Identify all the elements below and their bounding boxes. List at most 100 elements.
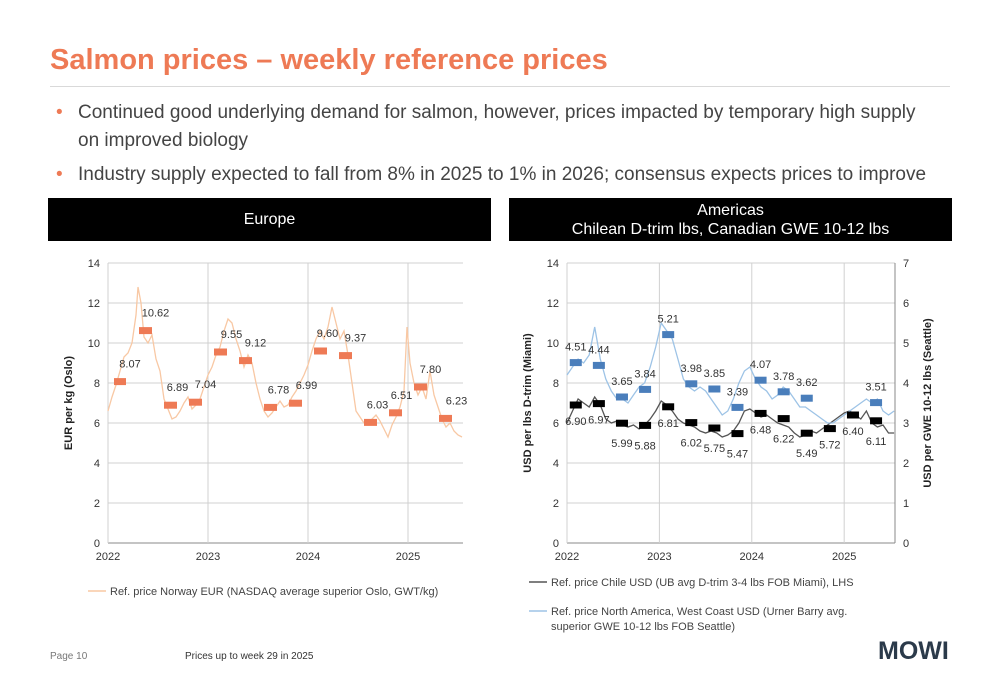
average-bar-north-america-label: 4.51 <box>565 342 586 354</box>
legend-label: superior GWE 10-12 lbs FOB Seattle) <box>551 621 735 633</box>
average-bar-north-america <box>708 385 721 393</box>
average-bar-north-america <box>870 399 883 407</box>
average-bar-north-america-label: 5.21 <box>657 314 678 326</box>
europe-panel-header: Europe <box>48 198 491 241</box>
y2-tick-label: 4 <box>903 378 909 390</box>
average-bar-north-america-label: 3.62 <box>796 377 817 389</box>
y2-tick-label: 1 <box>903 498 909 510</box>
average-bar-chile <box>754 409 767 417</box>
legend-label: Ref. price Chile USD (UB avg D-trim 3-4 … <box>551 577 854 589</box>
average-bar-north-america-label: 3.39 <box>727 386 748 398</box>
bullet-marker: • <box>56 102 63 123</box>
bullet-2: • Industry supply expected to fall from … <box>56 161 936 189</box>
average-bar-norway-label: 7.04 <box>195 379 216 391</box>
y-tick-label: 8 <box>94 378 100 390</box>
average-bar-norway-label: 9.12 <box>245 338 266 350</box>
x-tick-label: 2025 <box>396 551 420 563</box>
y2-tick-label: 2 <box>903 458 909 470</box>
average-bar-chile <box>662 403 675 411</box>
average-bar-norway-label: 6.78 <box>268 384 289 396</box>
average-bar-chile <box>731 430 744 438</box>
y2-tick-label: 7 <box>903 258 909 270</box>
y-tick-label: 4 <box>94 458 100 470</box>
average-bar-chile <box>685 419 698 427</box>
y-tick-label: 0 <box>94 538 100 550</box>
footer-note: Prices up to week 29 in 2025 <box>185 651 314 662</box>
average-bar-chile-label: 6.11 <box>866 436 887 448</box>
average-bar-north-america-label: 3.85 <box>704 368 725 380</box>
average-bar-chile-label: 6.22 <box>773 434 794 446</box>
average-bar-north-america-label: 3.78 <box>773 371 794 383</box>
average-bar-norway <box>139 327 152 335</box>
average-bar-chile <box>777 415 790 423</box>
y-axis-label: USD per lbs D-trim (Miami) <box>522 333 534 473</box>
average-bar-norway <box>289 399 302 407</box>
americas-panel-subtitle: Chilean D-trim lbs, Canadian GWE 10-12 l… <box>571 220 890 238</box>
average-bar-norway-label: 6.89 <box>167 382 188 394</box>
legend-label: Ref. price North America, West Coast USD… <box>551 606 847 618</box>
y2-axis-label: USD per GWE 10-12 lbs (Seattle) <box>922 318 934 488</box>
average-bar-chile <box>639 421 652 429</box>
title-divider <box>50 86 950 87</box>
average-bar-north-america <box>754 376 767 384</box>
series-line-north-america <box>566 321 895 424</box>
y-tick-label: 4 <box>553 458 559 470</box>
americas-panel-title: Americas <box>697 201 764 219</box>
y-tick-label: 2 <box>553 498 559 510</box>
average-bar-north-america-label: 3.51 <box>865 382 886 394</box>
average-bar-chile <box>615 419 628 427</box>
average-bar-chile <box>823 425 836 433</box>
y2-tick-label: 3 <box>903 418 909 430</box>
average-bar-chile-label: 5.75 <box>704 443 725 455</box>
average-bar-chile <box>800 429 813 437</box>
y-tick-label: 2 <box>94 498 100 510</box>
average-bar-norway <box>189 398 202 406</box>
average-bar-chile <box>592 400 605 408</box>
y-tick-label: 8 <box>553 378 559 390</box>
average-bar-north-america-label: 4.07 <box>750 359 771 371</box>
page-number: Page 10 <box>50 651 88 662</box>
legend-label: Ref. price Norway EUR (NASDAQ average su… <box>110 586 438 598</box>
average-bar-chile-label: 5.47 <box>727 449 748 461</box>
average-bar-north-america-label: 3.98 <box>681 363 702 375</box>
y-tick-label: 14 <box>88 258 100 270</box>
average-bar-chile-label: 6.97 <box>588 415 609 427</box>
average-bar-norway-label: 9.55 <box>221 329 242 341</box>
average-bar-norway-label: 6.51 <box>391 390 412 402</box>
x-tick-label: 2022 <box>555 551 579 563</box>
average-bar-norway-label: 9.37 <box>345 333 366 345</box>
average-bar-chile <box>569 401 582 409</box>
y2-tick-label: 6 <box>903 298 909 310</box>
average-bar-north-america <box>685 380 698 388</box>
average-bar-chile <box>708 424 721 432</box>
y-tick-label: 0 <box>553 538 559 550</box>
average-bar-norway-label: 9.60 <box>317 328 338 340</box>
average-bar-norway <box>364 418 377 426</box>
y-tick-label: 12 <box>547 298 559 310</box>
average-bar-chile-label: 5.49 <box>796 448 817 460</box>
y-tick-label: 10 <box>547 338 559 350</box>
y2-tick-label: 5 <box>903 338 909 350</box>
average-bar-north-america-label: 3.84 <box>634 368 655 380</box>
average-bar-north-america <box>592 361 605 369</box>
average-bar-chile <box>846 411 859 419</box>
average-bar-chile-label: 6.40 <box>842 426 863 438</box>
average-bar-chile <box>870 417 883 425</box>
average-bar-chile-label: 5.88 <box>634 440 655 452</box>
y-tick-label: 12 <box>88 298 100 310</box>
average-bar-norway-label: 6.23 <box>446 395 467 407</box>
average-bar-norway <box>239 357 252 365</box>
average-bar-norway-label: 7.80 <box>420 364 441 376</box>
average-bar-chile-label: 6.90 <box>565 416 586 428</box>
mowi-logo: MOWI <box>878 637 949 663</box>
average-bar-norway <box>164 401 177 409</box>
page-title: Salmon prices – weekly reference prices <box>50 44 608 76</box>
average-bar-chile-label: 6.48 <box>750 424 771 436</box>
average-bar-norway <box>339 352 352 360</box>
x-tick-label: 2023 <box>196 551 220 563</box>
average-bar-norway-label: 6.99 <box>296 380 317 392</box>
x-tick-label: 2025 <box>832 551 856 563</box>
average-bar-norway <box>114 378 126 386</box>
y-tick-label: 6 <box>94 418 100 430</box>
